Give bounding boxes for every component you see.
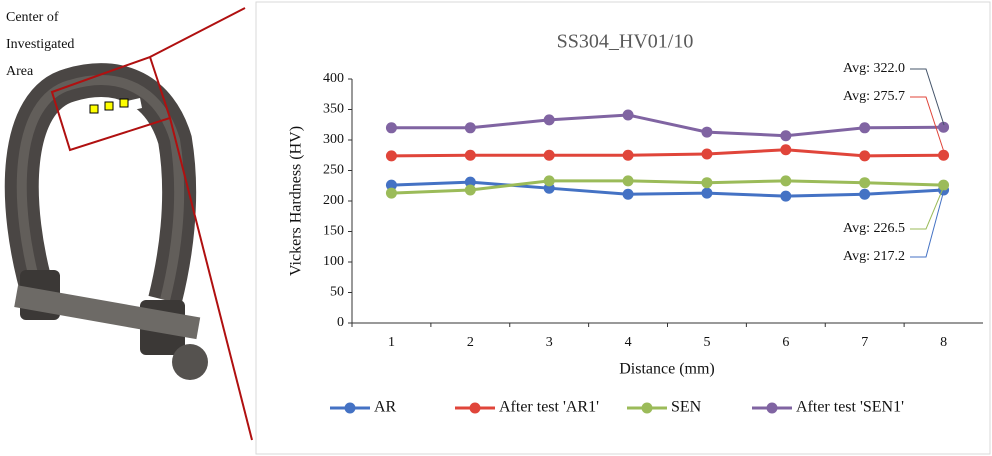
point bbox=[385, 122, 397, 134]
legend-marker bbox=[344, 402, 356, 414]
point bbox=[701, 126, 713, 138]
y-tick-label: 300 bbox=[323, 132, 344, 147]
point bbox=[859, 122, 871, 134]
clamp-highlight bbox=[16, 75, 185, 302]
point bbox=[464, 184, 476, 196]
point bbox=[938, 179, 950, 191]
caption: Area bbox=[6, 64, 34, 79]
point bbox=[385, 179, 397, 191]
point bbox=[701, 187, 713, 199]
annotation: Avg: 226.5 bbox=[843, 221, 905, 236]
x-tick-label: 5 bbox=[703, 335, 710, 350]
point bbox=[780, 190, 792, 202]
annotation: Avg: 275.7 bbox=[843, 89, 905, 104]
point bbox=[701, 177, 713, 189]
indent bbox=[104, 101, 114, 111]
x-tick-label: 6 bbox=[782, 335, 789, 350]
leader-line bbox=[910, 189, 945, 258]
chart-frame bbox=[255, 1, 991, 455]
annotation: Avg: 322.0 bbox=[843, 61, 905, 76]
legend-label: AR bbox=[374, 399, 397, 416]
point bbox=[859, 150, 871, 162]
series-line bbox=[391, 148, 944, 158]
legend-marker bbox=[641, 402, 653, 414]
nut bbox=[172, 344, 208, 380]
leader-line bbox=[910, 185, 945, 230]
caption: Center of bbox=[6, 10, 59, 25]
point bbox=[622, 188, 634, 200]
legend-label: SEN bbox=[671, 399, 702, 416]
y-tick-label: 100 bbox=[323, 254, 344, 269]
point bbox=[543, 114, 555, 126]
caption: Investigated bbox=[6, 37, 74, 52]
zoom-line bbox=[169, 117, 253, 441]
x-tick-label: 3 bbox=[546, 335, 553, 350]
indent bbox=[119, 98, 129, 108]
y-tick-label: 50 bbox=[330, 285, 344, 300]
series-line bbox=[391, 180, 944, 198]
point bbox=[780, 175, 792, 187]
x-tick-label: 4 bbox=[625, 335, 632, 350]
y-tick-label: 200 bbox=[323, 193, 344, 208]
series-line bbox=[391, 179, 944, 195]
series-line bbox=[391, 113, 944, 138]
x-axis-label: Distance (mm) bbox=[619, 361, 715, 378]
annotation: Avg: 217.2 bbox=[843, 249, 905, 264]
indent bbox=[89, 104, 99, 114]
point bbox=[464, 149, 476, 161]
point bbox=[701, 148, 713, 160]
point bbox=[543, 149, 555, 161]
legend-label: After test 'AR1' bbox=[499, 399, 599, 416]
point bbox=[622, 109, 634, 121]
point bbox=[859, 177, 871, 189]
point bbox=[622, 175, 634, 187]
y-axis-label: Vickers Hardness (HV) bbox=[288, 126, 305, 276]
y-tick-label: 350 bbox=[323, 102, 344, 117]
point bbox=[780, 144, 792, 156]
x-tick-label: 1 bbox=[388, 335, 395, 350]
bolt bbox=[14, 285, 201, 340]
legend-marker bbox=[469, 402, 481, 414]
point bbox=[464, 176, 476, 188]
point bbox=[780, 130, 792, 142]
y-tick-label: 400 bbox=[323, 71, 344, 86]
y-tick-label: 250 bbox=[323, 163, 344, 178]
x-tick-label: 2 bbox=[467, 335, 474, 350]
point bbox=[622, 149, 634, 161]
y-tick-label: 0 bbox=[337, 315, 344, 330]
chart-title: SS304_HV01/10 bbox=[557, 31, 694, 53]
zoom-line bbox=[149, 7, 246, 58]
point bbox=[543, 175, 555, 187]
legend-marker bbox=[766, 402, 778, 414]
clamp-photo: Center of Investigated Area bbox=[4, 7, 253, 441]
point bbox=[385, 187, 397, 199]
leader-line bbox=[910, 96, 945, 153]
point bbox=[938, 149, 950, 161]
y-tick-label: 150 bbox=[323, 224, 344, 239]
point bbox=[385, 150, 397, 162]
point bbox=[859, 188, 871, 200]
leader-line bbox=[910, 68, 945, 126]
x-tick-label: 8 bbox=[940, 335, 947, 350]
x-tick-label: 7 bbox=[861, 335, 868, 350]
point bbox=[464, 122, 476, 134]
legend-label: After test 'SEN1' bbox=[796, 399, 904, 416]
point bbox=[938, 121, 950, 133]
